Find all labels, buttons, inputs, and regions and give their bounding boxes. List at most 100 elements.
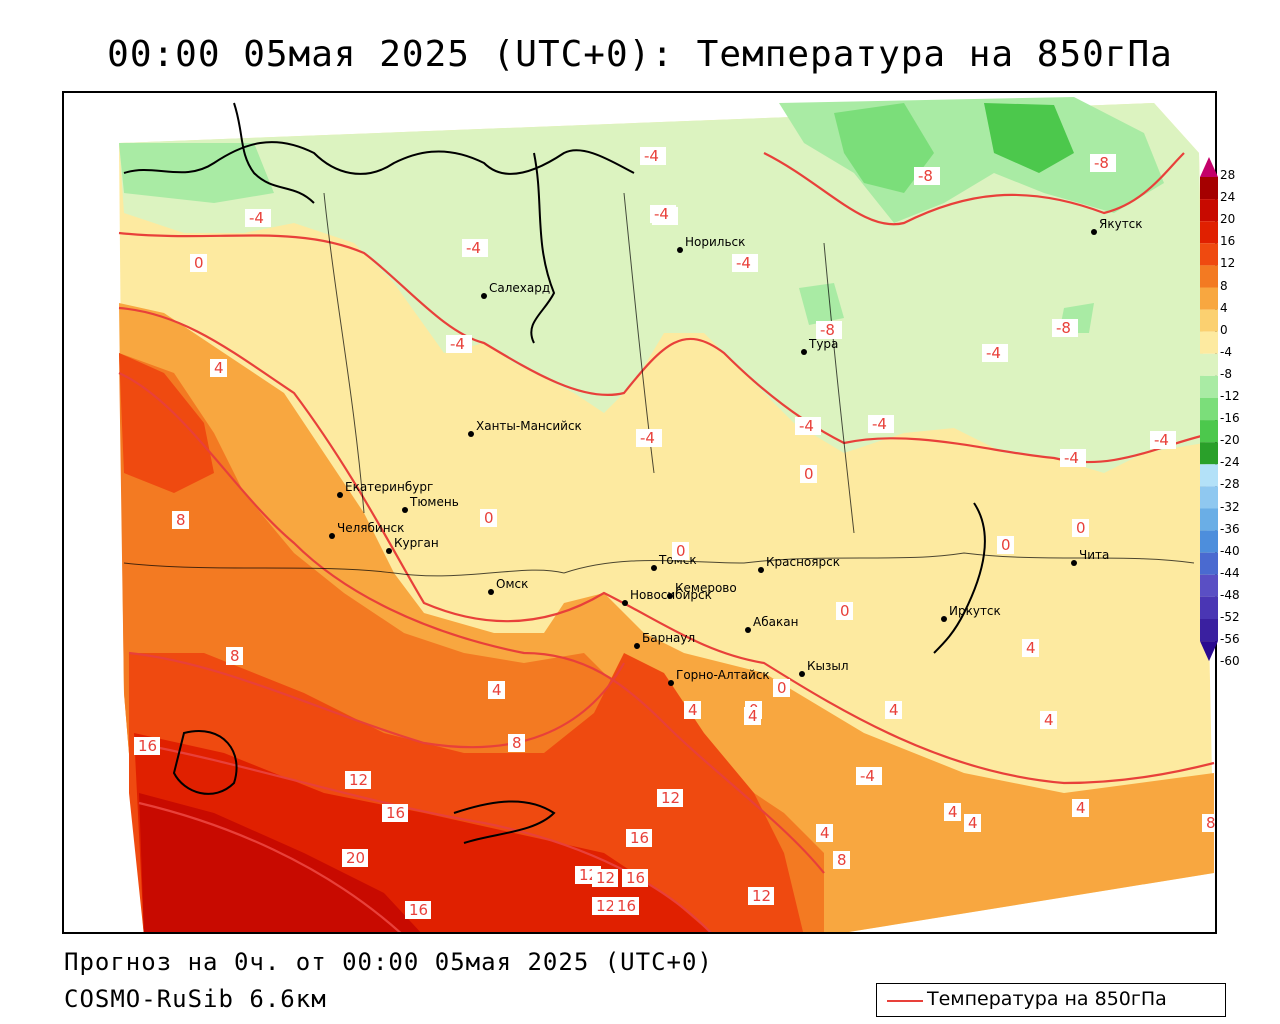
isotherm-value-label: 8 bbox=[226, 647, 243, 665]
colorbar-tick-label: 0 bbox=[1220, 322, 1228, 337]
svg-text:8: 8 bbox=[837, 851, 847, 869]
svg-text:-4: -4 bbox=[466, 239, 481, 257]
coastlines bbox=[123, 102, 986, 844]
svg-text:4: 4 bbox=[492, 681, 502, 699]
isotherm-value-label: 0 bbox=[773, 679, 790, 697]
svg-text:-8: -8 bbox=[1056, 319, 1071, 337]
svg-text:-4: -4 bbox=[654, 205, 669, 223]
isotherm-value-label: 0 bbox=[480, 509, 497, 527]
city-dot bbox=[941, 616, 947, 622]
legend-line-swatch bbox=[887, 1000, 923, 1002]
colorbar-tick-label: -20 bbox=[1220, 433, 1240, 448]
temp-zone-minus12-ne bbox=[834, 103, 934, 193]
isotherm-value-label: 8 bbox=[508, 734, 525, 752]
forecast-info: Прогноз на 0ч. от 00:00 05мая 2025 (UTC+… bbox=[64, 948, 713, 976]
city-dot bbox=[386, 548, 392, 554]
svg-text:4: 4 bbox=[889, 701, 899, 719]
isotherm-value-label: -4 bbox=[982, 344, 1008, 362]
city-dot bbox=[329, 533, 335, 539]
colorbar-tick-label: -32 bbox=[1220, 499, 1240, 514]
colorbar-segment bbox=[1200, 530, 1218, 553]
colorbar-tick-label: 12 bbox=[1220, 256, 1236, 271]
city-dot bbox=[488, 589, 494, 595]
svg-text:8: 8 bbox=[1206, 814, 1216, 832]
svg-text:4: 4 bbox=[214, 359, 224, 377]
svg-text:-4: -4 bbox=[1064, 449, 1079, 467]
isotherm-value-label: 16 bbox=[613, 897, 639, 915]
colorbar-segment bbox=[1200, 619, 1218, 642]
isotherm-value-label: 4 bbox=[885, 701, 902, 719]
colorbar-tick-label: -12 bbox=[1220, 389, 1240, 403]
svg-text:0: 0 bbox=[194, 254, 204, 272]
legend-label: Температура на 850гПа bbox=[927, 988, 1167, 1010]
city-dot bbox=[634, 643, 640, 649]
city-label: Ханты-Мансийск bbox=[476, 419, 582, 433]
city-dot bbox=[402, 507, 408, 513]
colorbar-tick-label: -28 bbox=[1220, 477, 1240, 492]
contour-labels: -4 -4 -4 -4 -4 -4 -4 -4 -4 -4 -4 -4 -8 -8 -8 -8 0 0 0 0 0 0 0 0… bbox=[134, 147, 1216, 919]
svg-text:-4: -4 bbox=[644, 147, 659, 165]
svg-text:-4: -4 bbox=[872, 415, 887, 433]
svg-text:8: 8 bbox=[230, 647, 240, 665]
city-label: Барнаул bbox=[642, 631, 695, 645]
colorbar-tick-label: -56 bbox=[1220, 632, 1240, 647]
isotherm-value-label: -4 bbox=[732, 254, 758, 272]
temp-zone-minus16-ne bbox=[984, 103, 1074, 173]
isotherm-value-label: -4 bbox=[1060, 449, 1086, 467]
isotherm-value-label: -4 bbox=[868, 415, 894, 433]
isotherm-value-label: 4 bbox=[210, 359, 227, 377]
city-label: Екатеринбург bbox=[345, 480, 433, 494]
city-dot bbox=[651, 565, 657, 571]
colorbar-top-arrow bbox=[1200, 157, 1218, 177]
colorbar-tick-label: -8 bbox=[1220, 366, 1232, 381]
city-label: Норильск bbox=[685, 235, 745, 249]
svg-text:12: 12 bbox=[596, 869, 615, 887]
svg-text:-8: -8 bbox=[918, 167, 933, 185]
svg-text:4: 4 bbox=[820, 824, 830, 842]
isotherm-value-label: -4 bbox=[446, 335, 472, 353]
isotherm-value-label: 16 bbox=[134, 737, 160, 755]
city-dot bbox=[745, 627, 751, 633]
isotherm-value-label: 12 bbox=[592, 897, 618, 915]
svg-text:8: 8 bbox=[176, 511, 186, 529]
svg-text:0: 0 bbox=[676, 542, 686, 560]
city-label: Курган bbox=[394, 536, 439, 550]
isotherm-value-label: 12 bbox=[657, 789, 683, 807]
isotherm-value-label: -8 bbox=[1052, 319, 1078, 337]
city-dot bbox=[1071, 560, 1077, 566]
city-dot bbox=[622, 600, 628, 606]
isotherm-value-label: -4 bbox=[650, 205, 676, 223]
colorbar-segment bbox=[1200, 486, 1218, 509]
svg-text:0: 0 bbox=[840, 602, 850, 620]
colorbar-segment bbox=[1200, 375, 1218, 398]
svg-text:4: 4 bbox=[1044, 711, 1054, 729]
colorbar-segment bbox=[1200, 331, 1218, 354]
isotherm-value-label: 0 bbox=[672, 542, 689, 560]
svg-text:4: 4 bbox=[748, 707, 758, 725]
svg-text:-8: -8 bbox=[1094, 154, 1109, 172]
isotherm-value-label: 4 bbox=[964, 814, 981, 832]
colorbar-segment bbox=[1200, 221, 1218, 244]
svg-text:4: 4 bbox=[688, 701, 698, 719]
city-dot bbox=[1091, 229, 1097, 235]
city-dot bbox=[799, 671, 805, 677]
city-dot bbox=[677, 247, 683, 253]
colorbar-segment bbox=[1200, 464, 1218, 487]
temperature-map[interactable]: Норильск Якутск Салехард Тура Ханты-Мансийск… bbox=[62, 91, 1217, 934]
svg-text:12: 12 bbox=[596, 897, 615, 915]
isotherm-value-label: 8 bbox=[172, 511, 189, 529]
city-label: Омск bbox=[496, 577, 528, 591]
city-dot bbox=[468, 431, 474, 437]
city-label: Якутск bbox=[1099, 217, 1143, 231]
svg-text:12: 12 bbox=[349, 771, 368, 789]
colorbar-segment bbox=[1200, 199, 1218, 222]
city-dot bbox=[481, 293, 487, 299]
svg-text:16: 16 bbox=[626, 869, 645, 887]
isotherm-value-label: 4 bbox=[744, 707, 761, 725]
colorbar-segment bbox=[1200, 177, 1218, 200]
colorbar-segment bbox=[1200, 287, 1218, 310]
colorbar-tick-label: -52 bbox=[1220, 610, 1240, 624]
isotherm-value-label: 4 bbox=[1040, 711, 1057, 729]
svg-text:8: 8 bbox=[512, 734, 522, 752]
isotherm-value-label: 0 bbox=[800, 465, 817, 483]
